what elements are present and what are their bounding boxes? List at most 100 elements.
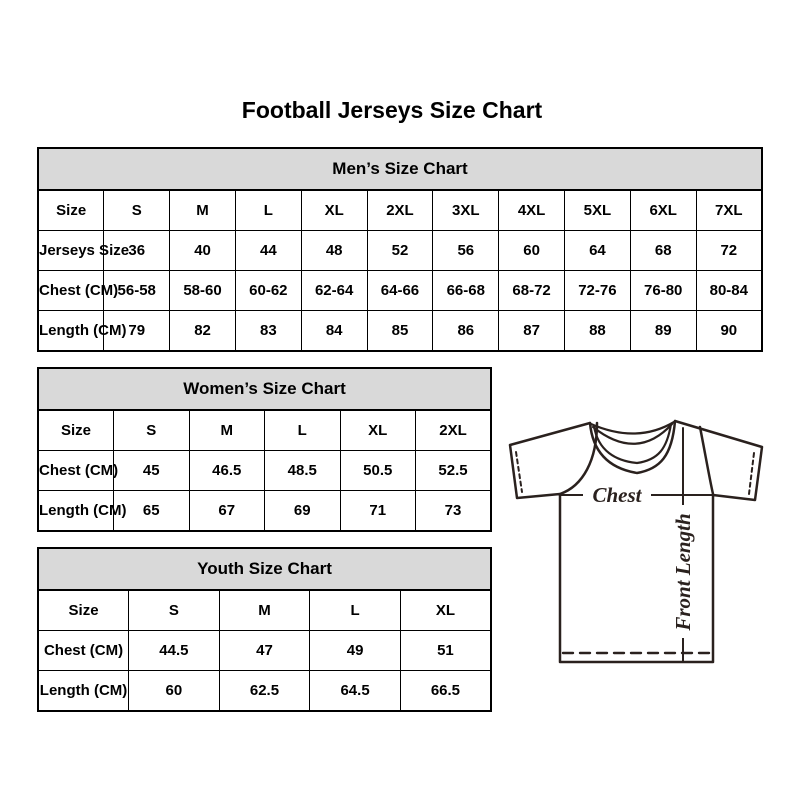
row-label: Chest (CM) [37, 270, 118, 311]
size-value-cell: 60 [128, 670, 220, 712]
youth-size-table: Youth Size Chart Size S M L XL Chest (CM) 44.5 4… [37, 547, 492, 712]
size-value-cell: 36 [103, 230, 171, 271]
row-label: Jerseys Size [37, 230, 129, 271]
size-value-cell: 72-76 [564, 270, 631, 311]
table-row: Jerseys Size 36 40 44 48 52 56 60 64 68 72 [37, 230, 763, 271]
table-title: Women’s Size Chart [37, 367, 492, 411]
size-value-cell: 56 [432, 230, 500, 271]
size-value-cell: 52 [366, 230, 434, 271]
size-value-cell: 86 [432, 310, 500, 352]
size-value-cell: 49 [309, 630, 401, 671]
size-value-cell: 60 [498, 230, 565, 271]
table-row: Length (CM) 79 82 83 84 85 86 87 88 89 90 [37, 310, 763, 352]
size-value-cell: 68-72 [498, 270, 565, 311]
size-value-cell: S [128, 589, 220, 631]
size-value-cell: XL [339, 409, 416, 451]
mens-size-table: Men’s Size Chart Size S M L XL 2XL 3XL 4XL 5XL 6XL… [37, 147, 763, 352]
size-value-cell: XL [399, 589, 492, 631]
size-value-cell: 68 [629, 230, 697, 271]
jersey-right-cuff-stitch [748, 452, 755, 495]
size-value-cell: 45 [113, 450, 190, 491]
size-value-cell: M [188, 409, 265, 451]
size-value-cell: 7XL [695, 189, 763, 231]
row-label: Length (CM) [37, 670, 130, 712]
size-value-cell: M [169, 189, 236, 231]
size-value-cell: 79 [103, 310, 171, 352]
size-value-cell: 87 [498, 310, 565, 352]
size-value-cell: 72 [695, 230, 763, 271]
jersey-right-armhole-seam [698, 425, 715, 496]
jersey-left-armhole-seam [558, 421, 599, 496]
size-value-cell: 65 [113, 490, 190, 532]
row-label: Size [37, 589, 130, 631]
size-value-cell: 6XL [629, 189, 697, 231]
size-value-cell: 4XL [498, 189, 565, 231]
jersey-measurement-diagram: Chest Front Length [508, 419, 764, 664]
size-value-cell: 2XL [366, 189, 434, 231]
row-label: Chest (CM) [37, 630, 130, 671]
size-value-cell: 60-62 [234, 270, 302, 311]
row-label: Chest (CM) [37, 450, 118, 491]
table-title: Youth Size Chart [37, 547, 492, 591]
jersey-vneck-outer [588, 419, 677, 475]
size-value-cell: 51 [399, 630, 492, 671]
size-value-cell: S [113, 409, 190, 451]
size-value-cell: 62-64 [300, 270, 368, 311]
table-title: Men’s Size Chart [37, 147, 763, 191]
jersey-collar-arc-bottom [591, 422, 674, 445]
size-value-cell: 47 [218, 630, 311, 671]
chest-label-bg [583, 481, 651, 507]
size-value-cell: 64-66 [366, 270, 434, 311]
size-value-cell: L [309, 589, 401, 631]
size-value-cell: 50.5 [339, 450, 416, 491]
jersey-outline [508, 419, 764, 664]
size-value-cell: 46.5 [188, 450, 265, 491]
front-length-label-bg [671, 505, 695, 638]
size-value-cell: 48.5 [264, 450, 341, 491]
size-value-cell: 5XL [564, 189, 631, 231]
front-length-label: Front Length [671, 513, 695, 631]
size-value-cell: 44 [234, 230, 302, 271]
size-value-cell: 62.5 [218, 670, 311, 712]
size-value-cell: 66-68 [432, 270, 500, 311]
size-value-cell: 3XL [432, 189, 500, 231]
size-value-cell: 48 [300, 230, 368, 271]
size-value-cell: 84 [300, 310, 368, 352]
table-row: Length (CM) 65 67 69 71 73 [37, 490, 492, 532]
womens-size-table: Women’s Size Chart Size S M L XL 2XL Chest (CM)… [37, 367, 492, 532]
row-label: Length (CM) [37, 490, 126, 532]
size-value-cell: 69 [264, 490, 341, 532]
table-row: Size S M L XL 2XL [37, 409, 492, 451]
page-title: Football Jerseys Size Chart [241, 97, 543, 123]
table-row: Chest (CM) 56-58 58-60 60-62 62-64 64-66 66-68… [37, 270, 763, 311]
size-value-cell: 73 [415, 490, 492, 532]
size-value-cell: 2XL [415, 409, 492, 451]
table-row: Size S M L XL 2XL 3XL 4XL 5XL 6XL 7XL [37, 189, 763, 231]
row-label: Length (CM) [37, 310, 126, 352]
size-value-cell: 40 [169, 230, 236, 271]
size-value-cell: 67 [188, 490, 265, 532]
size-value-cell: 82 [169, 310, 236, 352]
row-label: Size [37, 189, 105, 231]
size-value-cell: XL [300, 189, 368, 231]
size-value-cell: 56-58 [103, 270, 171, 311]
size-value-cell: 89 [629, 310, 697, 352]
size-value-cell: 76-80 [629, 270, 697, 311]
size-value-cell: 66.5 [399, 670, 492, 712]
size-value-cell: 83 [234, 310, 302, 352]
table-row: Chest (CM) 44.5 47 49 51 [37, 630, 492, 671]
size-value-cell: 71 [339, 490, 416, 532]
row-label: Size [37, 409, 114, 451]
size-value-cell: 80-84 [695, 270, 763, 311]
size-value-cell: 88 [564, 310, 631, 352]
size-value-cell: 52.5 [415, 450, 492, 491]
chest-label: Chest [592, 483, 642, 507]
size-value-cell: L [264, 409, 341, 451]
size-value-cell: 64 [564, 230, 631, 271]
size-value-cell: 64.5 [309, 670, 401, 712]
table-row: Length (CM) 60 62.5 64.5 66.5 [37, 670, 492, 712]
jersey-left-cuff-stitch [515, 451, 523, 493]
size-value-cell: 44.5 [128, 630, 220, 671]
table-row: Size S M L XL [37, 589, 492, 631]
